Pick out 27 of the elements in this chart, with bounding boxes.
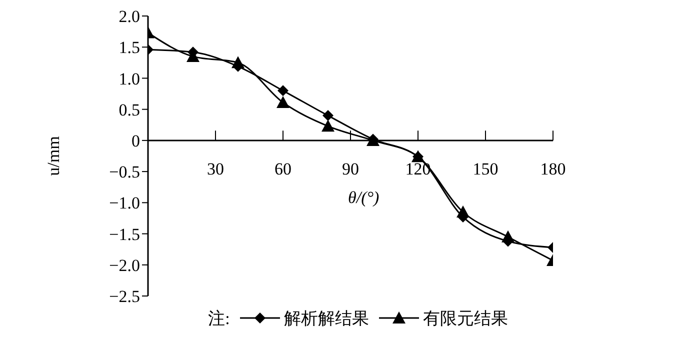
y-tick-label: 0 (132, 131, 140, 150)
y-tick-label: 1.0 (118, 69, 140, 88)
y-tick-label: −2.0 (109, 256, 140, 275)
point (322, 110, 334, 122)
legend-label: 有限元结果 (422, 308, 508, 330)
point (322, 120, 334, 132)
y-tick-label: 1.5 (118, 38, 140, 58)
point (232, 56, 244, 68)
y-tick-label: −1.0 (109, 194, 140, 213)
y-tick-label: −2.5 (109, 287, 140, 306)
x-tick-label: 180 (540, 160, 566, 179)
y-tick-label: 2.0 (118, 7, 140, 26)
point (456, 206, 470, 218)
x-tick-label: 60 (274, 160, 292, 179)
point (502, 230, 514, 242)
point (276, 96, 290, 108)
y-tick-label: −1.5 (109, 224, 140, 244)
x-axis-title: θ/(°) (348, 188, 380, 208)
y-axis-title: u/mm (44, 136, 64, 176)
y-tick-label: 0.5 (118, 100, 140, 120)
legend-label: 解析解结果 (284, 308, 369, 330)
x-tick-label: 30 (207, 160, 224, 179)
x-tick-label: 150 (472, 160, 498, 179)
x-tick-label: 90 (342, 160, 359, 179)
y-tick-label: −0.5 (109, 162, 140, 182)
legend-title: 注: (208, 308, 230, 330)
point (278, 85, 288, 96)
